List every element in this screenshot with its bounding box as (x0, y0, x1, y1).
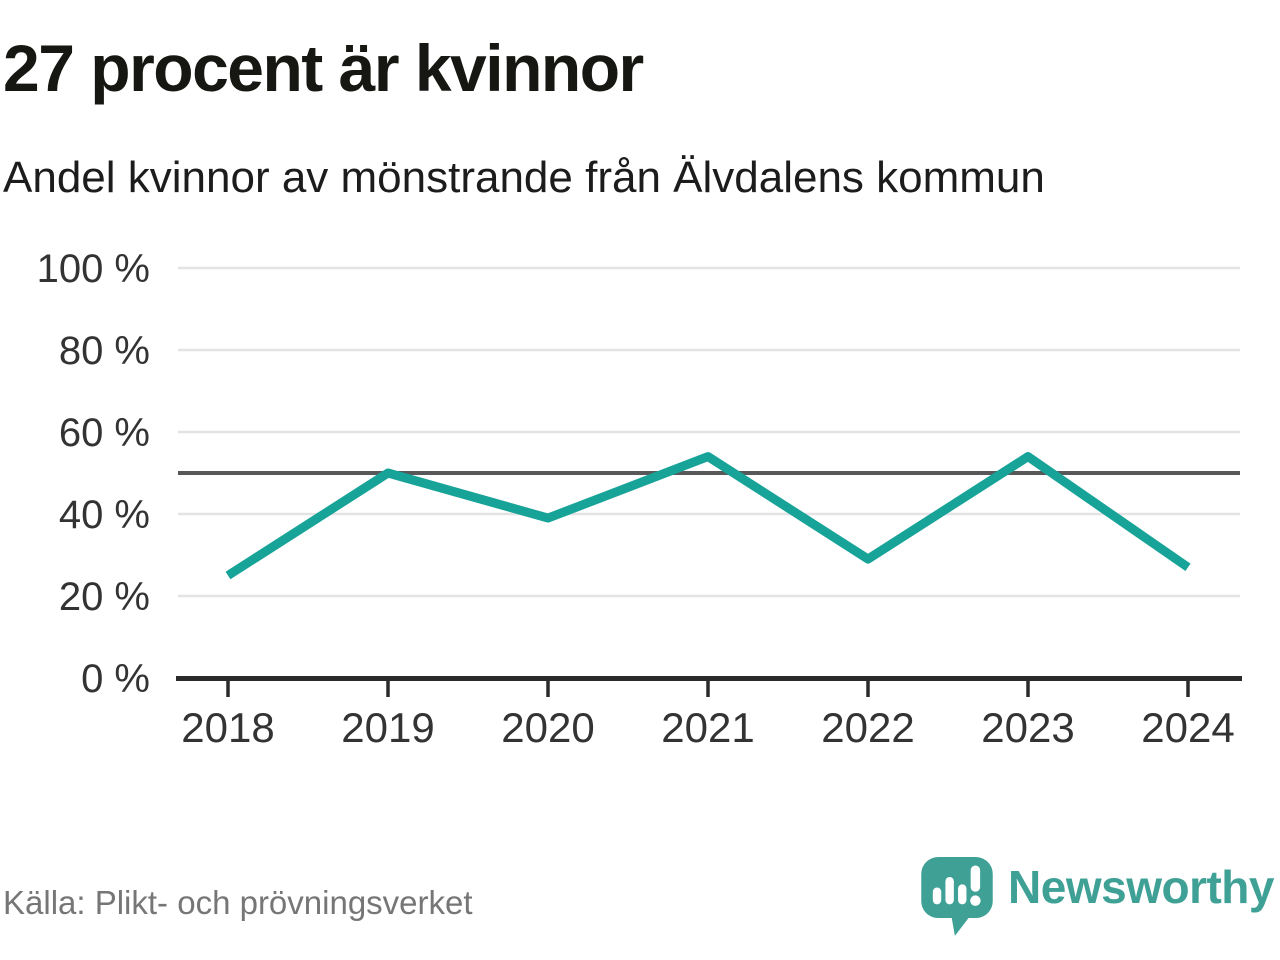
x-axis-line (176, 676, 1242, 681)
chart-subtitle: Andel kvinnor av mönstrande från Älvdale… (3, 153, 1045, 202)
newsworthy-logo-text: Newsworthy (1008, 861, 1274, 913)
x-tick-label: 2024 (1141, 704, 1234, 751)
y-tick-label: 100 % (37, 247, 150, 291)
x-tick-label: 2020 (501, 704, 594, 751)
x-axis-labels-group: 2018 2019 2020 2021 2022 2023 2024 (181, 704, 1234, 751)
x-tick-label: 2019 (341, 704, 434, 751)
line-chart-plot: 0 % 20 % 40 % 60 % 80 % 100 % 2018 2019 2020 202… (37, 247, 1242, 751)
source-note: Källa: Plikt- och prövningsverket (3, 884, 473, 921)
y-axis-labels-group: 0 % 20 % 40 % 60 % 80 % 100 % (37, 247, 150, 701)
trend-line (225, 452, 1191, 580)
x-axis-group (176, 676, 1242, 697)
y-tick-label: 40 % (59, 493, 150, 537)
x-tick-label: 2021 (661, 704, 754, 751)
x-tick-label: 2018 (181, 704, 274, 751)
gridlines-group (178, 266, 1240, 598)
y-tick-label: 20 % (59, 575, 150, 619)
y-tick-label: 60 % (59, 411, 150, 455)
y-tick-label: 80 % (59, 329, 150, 373)
chart-title: 27 procent är kvinnor (3, 31, 644, 105)
y-tick-label: 0 % (81, 657, 150, 701)
newsworthy-bubble-chart-icon (921, 857, 993, 936)
data-series-group (225, 452, 1191, 580)
x-tick-label: 2022 (821, 704, 914, 751)
newsworthy-logo: Newsworthy (920, 856, 1274, 938)
x-tick-label: 2023 (981, 704, 1074, 751)
